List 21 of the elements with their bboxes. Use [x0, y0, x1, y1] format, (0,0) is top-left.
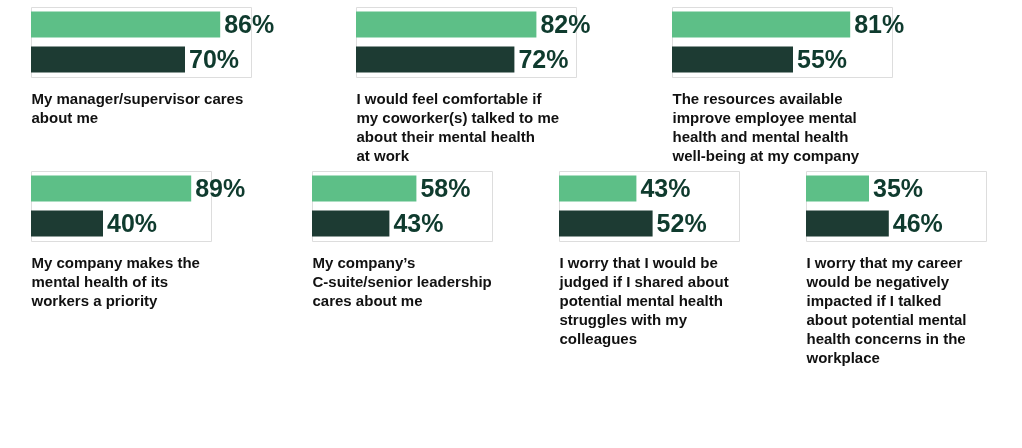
data-label: 46%: [892, 208, 943, 237]
x-axis-title: I worry that my career would be negatively impacted if I talked about potential mental health concerns in the workplace: [805, 253, 967, 366]
x-axis-title: My company makes the mental health of its workers a priority: [30, 253, 200, 309]
x-axis-title: My manager/supervisor cares about me: [31, 89, 244, 126]
data-label: 52%: [656, 208, 707, 237]
data-label: 40%: [107, 208, 158, 237]
data-label: 86%: [224, 9, 275, 38]
x-axis-title: I would feel comfortable if my coworker(s) talked to me about their mental health at work: [356, 89, 560, 164]
data-label: 43%: [640, 173, 691, 202]
data-label: 72%: [518, 44, 569, 73]
data-label: 43%: [393, 208, 444, 237]
data-label: 55%: [797, 44, 848, 73]
data-label: 70%: [189, 44, 240, 73]
x-axis-title: My company’s C-suite/senior leadership cares about me: [312, 253, 492, 309]
data-label: 89%: [195, 173, 246, 202]
x-axis-title: I worry that I would be judged if I shared about potential mental health struggles with my colleagues: [558, 253, 729, 347]
data-label: 35%: [873, 173, 924, 202]
x-axis-title: The resources available improve employee mental health and mental health well-being at my company: [671, 89, 860, 164]
data-label: 58%: [420, 173, 471, 202]
data-label: 81%: [854, 9, 905, 38]
data-label: 82%: [540, 9, 591, 38]
